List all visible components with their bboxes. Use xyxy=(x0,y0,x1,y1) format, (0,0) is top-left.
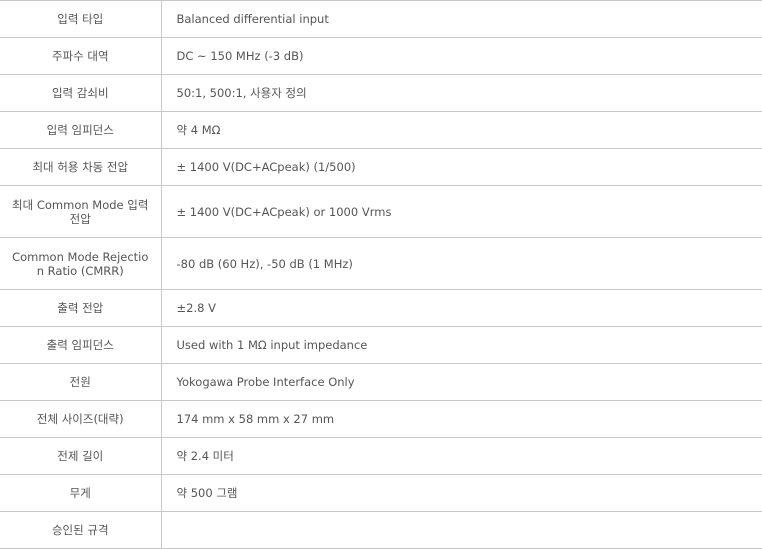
spec-row-max-differential-voltage: 최대 허용 차동 전압 ± 1400 V(DC+ACpeak) (1/500) xyxy=(0,148,762,186)
spec-value: ± 1400 V(DC+ACpeak) or 1000 Vrms xyxy=(161,185,762,238)
spec-value: 50:1, 500:1, 사용자 정의 xyxy=(161,74,762,112)
spec-row-output-voltage: 출력 전압 ±2.8 V xyxy=(0,289,762,327)
spec-value: 약 4 MΩ xyxy=(161,111,762,149)
spec-label: 최대 Common Mode 입력 전압 xyxy=(0,185,162,238)
spec-row-total-length: 전제 길이 약 2.4 미터 xyxy=(0,437,762,475)
spec-label: 최대 허용 차동 전압 xyxy=(0,148,162,186)
spec-label: 출력 임피던스 xyxy=(0,326,162,364)
spec-label: 전원 xyxy=(0,363,162,401)
spec-value: ± 1400 V(DC+ACpeak) (1/500) xyxy=(161,148,762,186)
spec-row-dimensions: 전체 사이즈(대략) 174 mm x 58 mm x 27 mm xyxy=(0,400,762,438)
spec-label: 입력 타입 xyxy=(0,0,162,38)
spec-value: 174 mm x 58 mm x 27 mm xyxy=(161,400,762,438)
spec-label: 출력 전압 xyxy=(0,289,162,327)
spec-value: 약 500 그램 xyxy=(161,474,762,512)
spec-row-bandwidth: 주파수 대역 DC ~ 150 MHz (-3 dB) xyxy=(0,37,762,75)
spec-row-cmrr: Common Mode Rejection Ratio (CMRR) -80 d… xyxy=(0,237,762,290)
spec-label: 전제 길이 xyxy=(0,437,162,475)
spec-value: Yokogawa Probe Interface Only xyxy=(161,363,762,401)
spec-row-max-common-mode-voltage: 최대 Common Mode 입력 전압 ± 1400 V(DC+ACpeak)… xyxy=(0,185,762,238)
spec-value: DC ~ 150 MHz (-3 dB) xyxy=(161,37,762,75)
spec-row-output-impedance: 출력 임피던스 Used with 1 MΩ input impedance xyxy=(0,326,762,364)
spec-label: 무게 xyxy=(0,474,162,512)
spec-value: 약 2.4 미터 xyxy=(161,437,762,475)
spec-label: 입력 감쇠비 xyxy=(0,74,162,112)
spec-label: Common Mode Rejection Ratio (CMRR) xyxy=(0,237,162,290)
spec-value: -80 dB (60 Hz), -50 dB (1 MHz) xyxy=(161,237,762,290)
spec-label: 전체 사이즈(대략) xyxy=(0,400,162,438)
spec-row-attenuation: 입력 감쇠비 50:1, 500:1, 사용자 정의 xyxy=(0,74,762,112)
spec-label: 입력 임피던스 xyxy=(0,111,162,149)
spec-row-certifications: 승인된 규격 xyxy=(0,511,762,549)
spec-label: 승인된 규격 xyxy=(0,511,162,549)
spec-row-weight: 무게 약 500 그램 xyxy=(0,474,762,512)
spec-value: Used with 1 MΩ input impedance xyxy=(161,326,762,364)
spec-value xyxy=(161,511,762,549)
spec-value: Balanced differential input xyxy=(161,0,762,38)
spec-row-input-type: 입력 타입 Balanced differential input xyxy=(0,0,762,38)
spec-value: ±2.8 V xyxy=(161,289,762,327)
spec-label: 주파수 대역 xyxy=(0,37,162,75)
spec-row-power: 전원 Yokogawa Probe Interface Only xyxy=(0,363,762,401)
spec-row-input-impedance: 입력 임피던스 약 4 MΩ xyxy=(0,111,762,149)
